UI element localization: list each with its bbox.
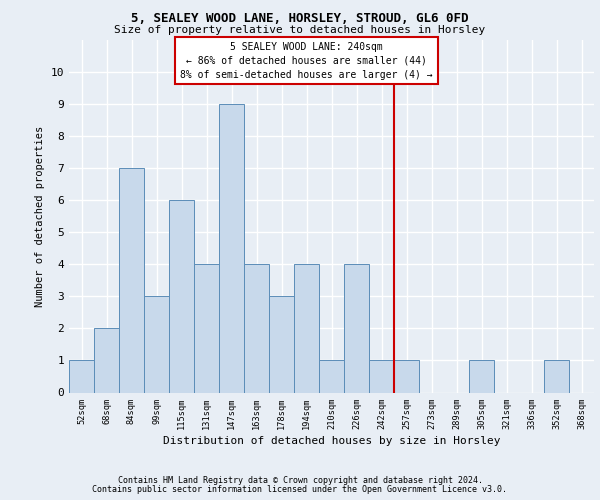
Bar	[244, 264, 269, 392]
Bar	[544, 360, 569, 392]
Bar	[169, 200, 194, 392]
Text: Contains HM Land Registry data © Crown copyright and database right 2024.: Contains HM Land Registry data © Crown c…	[118, 476, 482, 485]
Bar	[294, 264, 319, 392]
Bar	[319, 360, 344, 392]
Bar	[219, 104, 244, 393]
Bar	[394, 360, 419, 392]
Bar	[469, 360, 494, 392]
Bar	[194, 264, 219, 392]
Bar	[269, 296, 294, 392]
Text: 5 SEALEY WOOD LANE: 240sqm
← 86% of detached houses are smaller (44)
8% of semi-: 5 SEALEY WOOD LANE: 240sqm ← 86% of deta…	[180, 42, 433, 80]
X-axis label: Distribution of detached houses by size in Horsley: Distribution of detached houses by size …	[163, 436, 500, 446]
Bar	[69, 360, 94, 392]
Bar	[94, 328, 119, 392]
Text: Size of property relative to detached houses in Horsley: Size of property relative to detached ho…	[115, 25, 485, 35]
Text: Contains public sector information licensed under the Open Government Licence v3: Contains public sector information licen…	[92, 485, 508, 494]
Bar	[119, 168, 144, 392]
Y-axis label: Number of detached properties: Number of detached properties	[35, 126, 45, 307]
Text: 5, SEALEY WOOD LANE, HORSLEY, STROUD, GL6 0FD: 5, SEALEY WOOD LANE, HORSLEY, STROUD, GL…	[131, 12, 469, 26]
Bar	[369, 360, 394, 392]
Bar	[144, 296, 169, 392]
Bar	[344, 264, 369, 392]
